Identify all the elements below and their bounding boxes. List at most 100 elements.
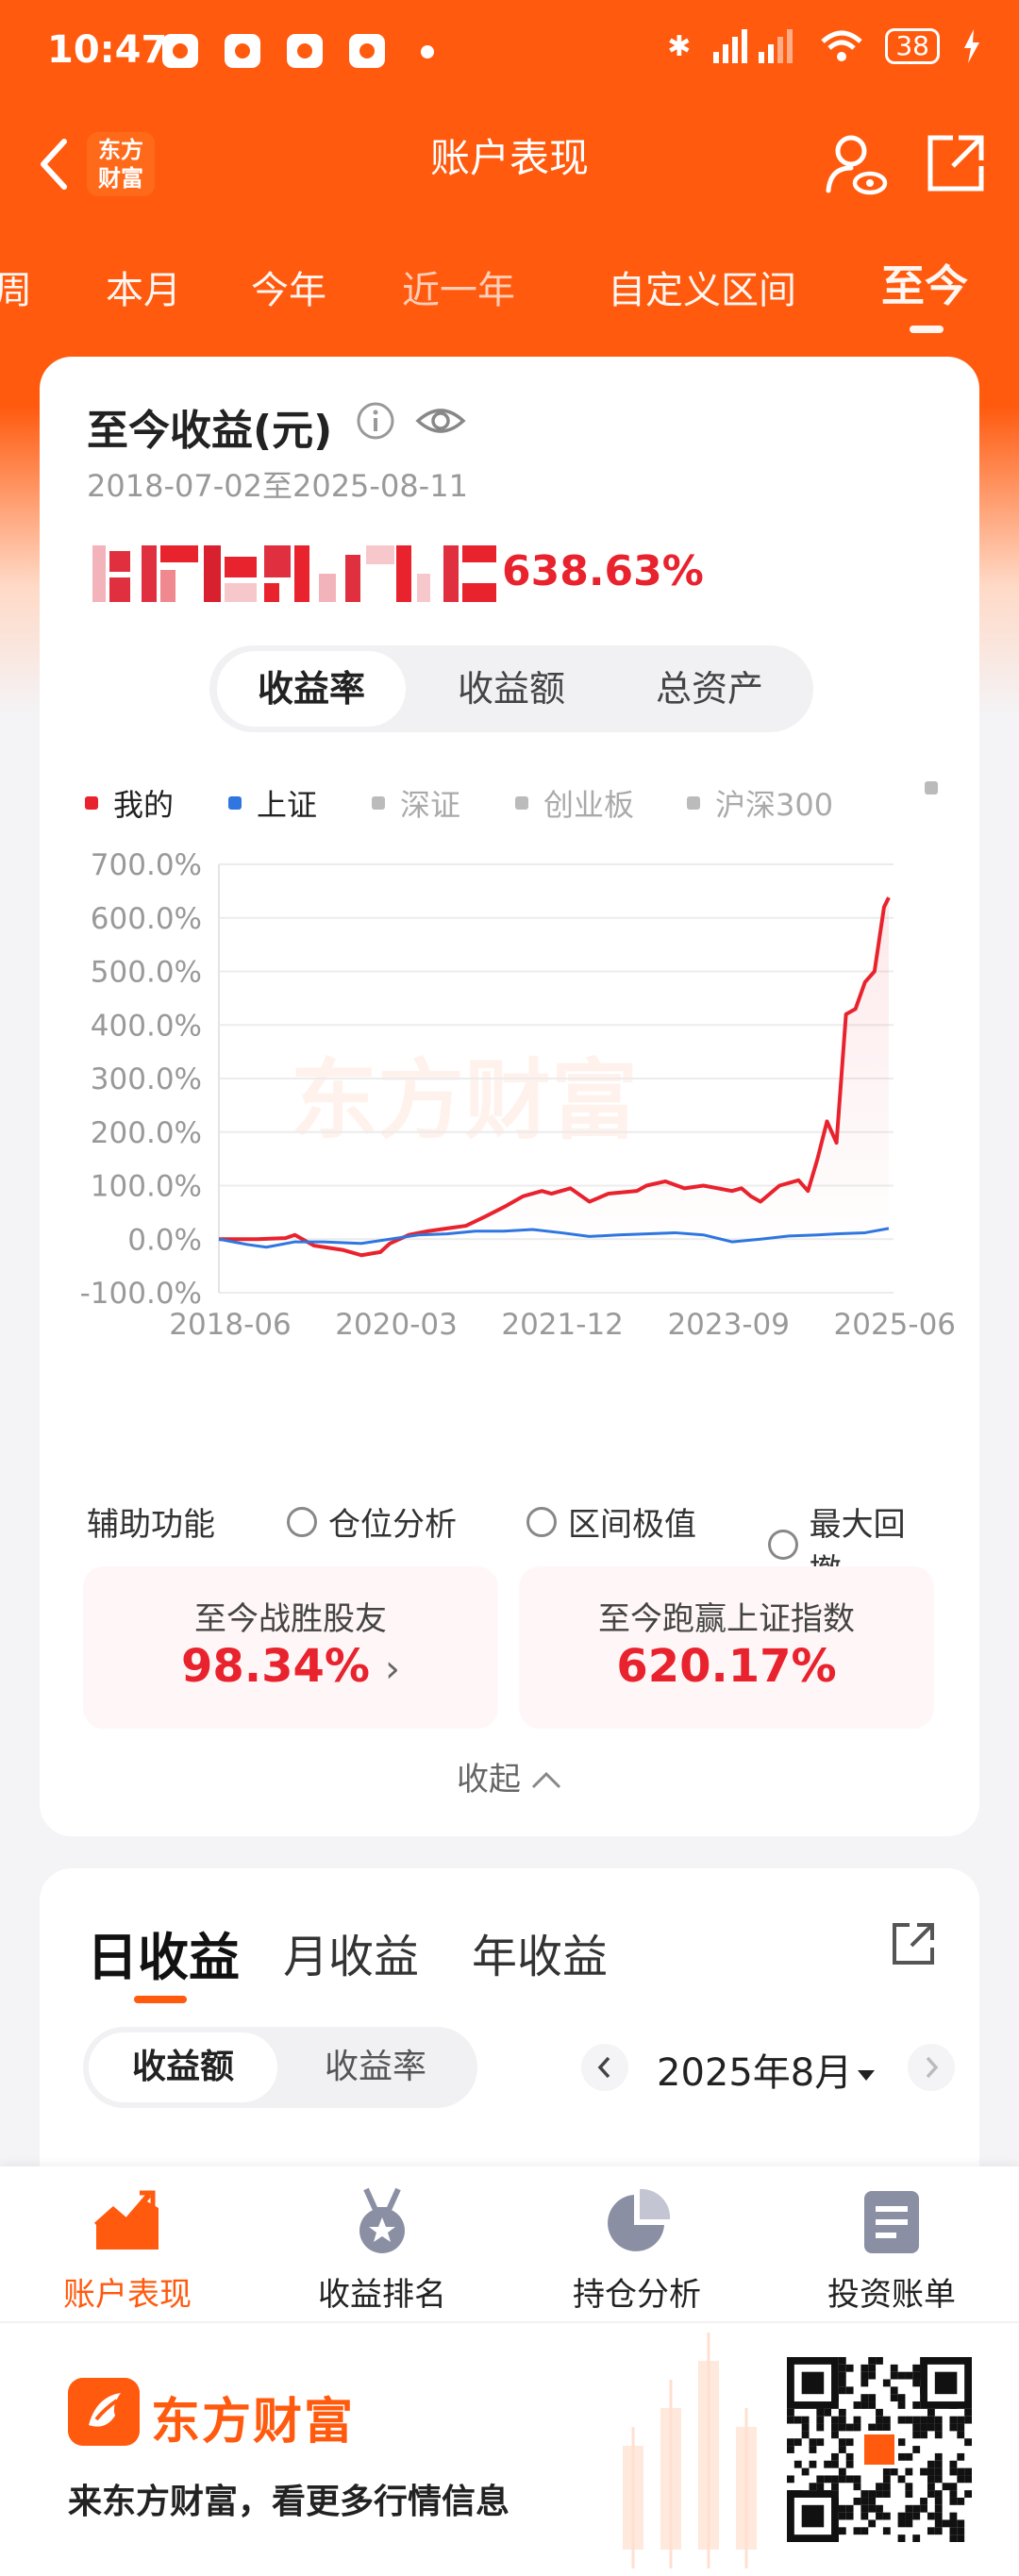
segment-return-amount[interactable]: 收益额 bbox=[457, 668, 565, 710]
series-line-shanghai bbox=[218, 1227, 890, 1249]
promo-footer: 东方财富 来东方财富，看更多行情信息 bbox=[0, 2323, 1019, 2576]
footer-logo-icon bbox=[68, 2378, 140, 2446]
tab-last-year[interactable]: 近一年 bbox=[402, 269, 515, 312]
page-title: 账户表现 bbox=[429, 135, 589, 181]
series-area-0 bbox=[219, 897, 889, 1256]
legend-item-shanghai[interactable]: 上证 bbox=[228, 781, 317, 825]
radio-position-analysis[interactable]: 仓位分析 bbox=[287, 1498, 457, 1545]
income-segmented-control: 收益额 收益率 bbox=[83, 2027, 477, 2108]
more-notifications-dot bbox=[421, 45, 434, 59]
y-tick-label: 100.0% bbox=[91, 1170, 202, 1204]
chart-watermark: 东方财富 bbox=[291, 1050, 638, 1151]
nav-investment-bill[interactable]: 投资账单 bbox=[764, 2166, 1019, 2321]
legend-item-csi300[interactable]: 沪深300 bbox=[687, 781, 833, 825]
series-line-mine bbox=[219, 896, 891, 1258]
metric-segmented-control: 收益率 收益额 总资产 bbox=[209, 645, 813, 732]
chevron-right-icon bbox=[926, 2056, 939, 2079]
aux-label: 辅助功能 bbox=[87, 1506, 215, 1544]
period-tabs: 周 本月 今年 近一年 自定义区间 至今 bbox=[0, 241, 1019, 333]
month-selector: 2025年8月 bbox=[581, 2034, 959, 2100]
notification-icon bbox=[162, 34, 198, 68]
bottom-navigation: 账户表现 收益排名 持仓分析 投资账单 bbox=[0, 2166, 1019, 2321]
beat-index-value: 620.17% bbox=[616, 1640, 837, 1693]
eye-icon[interactable] bbox=[415, 400, 466, 442]
radio-range-extremes[interactable]: 区间极值 bbox=[526, 1498, 696, 1545]
chevron-up-icon bbox=[531, 1771, 561, 1789]
month-dropdown[interactable]: 2025年8月 bbox=[657, 2042, 877, 2097]
x-tick-label: 2025-06 bbox=[834, 1308, 957, 1342]
y-tick-label: 200.0% bbox=[91, 1116, 202, 1150]
tab-this-year[interactable]: 今年 bbox=[251, 269, 326, 312]
beat-peers-stat[interactable]: 至今战胜股友 98.34% › bbox=[83, 1566, 498, 1729]
segment-total-assets[interactable]: 总资产 bbox=[655, 668, 763, 710]
status-bar: 10:47 ✱ 38 bbox=[0, 0, 1019, 104]
y-tick-label: 500.0% bbox=[91, 956, 202, 990]
beat-peers-value: 98.34% bbox=[181, 1640, 370, 1693]
x-tick-label: 2020-03 bbox=[335, 1308, 458, 1342]
bluetooth-icon: ✱ bbox=[667, 29, 692, 63]
share-icon[interactable] bbox=[925, 132, 987, 194]
notification-icon bbox=[349, 34, 385, 68]
tab-since-start[interactable]: 至今 bbox=[881, 252, 968, 333]
prev-month-button[interactable] bbox=[581, 2044, 628, 2091]
legend-item-shenzhen[interactable]: 深证 bbox=[372, 781, 460, 825]
battery-indicator: 38 bbox=[885, 28, 940, 64]
tab-yearly-income[interactable]: 年收益 bbox=[472, 1931, 609, 1983]
legend-item-chinext[interactable]: 创业板 bbox=[515, 781, 634, 825]
app-logo[interactable]: 东方 财富 bbox=[87, 132, 155, 196]
qr-code bbox=[787, 2357, 972, 2542]
date-range: 2018-07-02至2025-08-11 bbox=[87, 468, 468, 504]
medal-icon bbox=[359, 2187, 405, 2253]
charging-icon bbox=[964, 29, 979, 63]
bill-icon bbox=[864, 2191, 919, 2253]
y-tick-label: 400.0% bbox=[91, 1009, 202, 1043]
segment-return-rate[interactable]: 收益率 bbox=[217, 651, 406, 727]
nav-holdings-analysis[interactable]: 持仓分析 bbox=[510, 2166, 764, 2321]
privacy-view-icon[interactable] bbox=[823, 130, 889, 196]
x-tick-label: 2023-09 bbox=[667, 1308, 790, 1342]
x-tick-label: 2018-06 bbox=[169, 1308, 292, 1342]
segment-income-amount[interactable]: 收益额 bbox=[89, 2032, 277, 2102]
candlestick-decoration bbox=[623, 2333, 757, 2568]
y-tick-label: -100.0% bbox=[80, 1277, 202, 1311]
segment-income-rate[interactable]: 收益率 bbox=[324, 2048, 426, 2086]
next-month-button[interactable] bbox=[908, 2044, 955, 2091]
pie-chart-icon bbox=[608, 2188, 671, 2251]
chevron-right-icon: › bbox=[384, 1648, 400, 1691]
legend-item-more[interactable] bbox=[925, 781, 938, 795]
signal-icon bbox=[713, 29, 793, 63]
tab-this-month[interactable]: 本月 bbox=[106, 269, 181, 312]
wifi-icon bbox=[821, 30, 863, 61]
status-time: 10:47 bbox=[47, 28, 168, 72]
collapse-button[interactable]: 收起 bbox=[40, 1753, 979, 1799]
export-icon[interactable] bbox=[887, 1917, 940, 1970]
top-app-bar: 东方 财富 账户表现 bbox=[0, 113, 1019, 217]
nav-income-ranking[interactable]: 收益排名 bbox=[255, 2166, 510, 2321]
trend-chart-icon bbox=[94, 2190, 159, 2250]
info-icon[interactable] bbox=[355, 400, 396, 442]
beat-index-stat: 至今跑赢上证指数 620.17% bbox=[519, 1566, 934, 1729]
legend-item-mine[interactable]: 我的 bbox=[85, 781, 174, 825]
nav-account-performance[interactable]: 账户表现 bbox=[0, 2166, 255, 2321]
return-percentage: 638.63% bbox=[502, 547, 704, 595]
tab-week[interactable]: 周 bbox=[0, 269, 32, 312]
returns-line-chart: 东方财富 700.0% 600.0% 500.0% 400.0% 300.0% 200.0%… bbox=[80, 848, 957, 1342]
chart-legend: 我的 上证 深证 创业板 沪深300 bbox=[79, 781, 938, 828]
footer-slogan: 来东方财富，看更多行情信息 bbox=[68, 2483, 510, 2521]
masked-amount bbox=[92, 545, 496, 602]
y-tick-label: 600.0% bbox=[91, 902, 202, 936]
caret-down-icon bbox=[858, 2070, 876, 2081]
summary-title: 至今收益(元) bbox=[87, 407, 333, 455]
x-tick-label: 2021-12 bbox=[501, 1308, 624, 1342]
tab-monthly-income[interactable]: 月收益 bbox=[283, 1931, 420, 1983]
back-arrow-icon[interactable] bbox=[34, 136, 75, 192]
y-tick-label: 300.0% bbox=[91, 1062, 202, 1096]
tab-custom-range[interactable]: 自定义区间 bbox=[608, 269, 796, 312]
y-tick-label: 700.0% bbox=[91, 848, 202, 882]
tab-daily-income[interactable]: 日收益 bbox=[87, 1915, 240, 2003]
footer-brand: 东方财富 bbox=[151, 2394, 356, 2451]
y-tick-label: 0.0% bbox=[127, 1223, 202, 1257]
chevron-left-icon bbox=[597, 2056, 610, 2079]
notification-icon bbox=[225, 34, 260, 68]
notification-icon bbox=[287, 34, 323, 68]
